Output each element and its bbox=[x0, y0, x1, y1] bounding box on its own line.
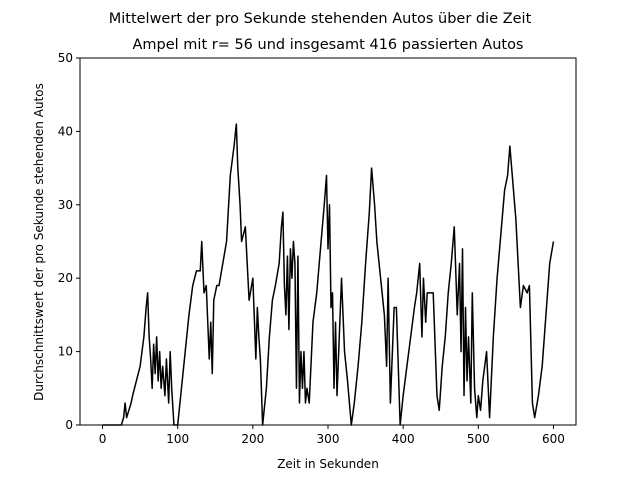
x-tick-label: 500 bbox=[467, 432, 490, 446]
y-tick-label: 10 bbox=[58, 345, 73, 359]
y-tick-label: 30 bbox=[58, 198, 73, 212]
y-tick-label: 50 bbox=[58, 51, 73, 65]
x-tick-label: 200 bbox=[241, 432, 264, 446]
x-tick-label: 600 bbox=[542, 432, 565, 446]
x-tick-label: 0 bbox=[99, 432, 107, 446]
y-tick-label: 0 bbox=[65, 418, 73, 432]
chart-title: Mittelwert der pro Sekunde stehenden Aut… bbox=[109, 11, 532, 27]
x-tick-label: 300 bbox=[317, 432, 340, 446]
y-axis-label: Durchschnittswert der pro Sekunde stehen… bbox=[32, 83, 46, 401]
chart-subtitle: Ampel mit r= 56 und insgesamt 416 passie… bbox=[132, 37, 523, 53]
y-tick-label: 40 bbox=[58, 124, 73, 138]
x-tick-label: 100 bbox=[166, 432, 189, 446]
x-tick-label: 400 bbox=[392, 432, 415, 446]
data-line bbox=[102, 123, 555, 426]
plot-frame bbox=[79, 57, 577, 426]
y-tick-label: 20 bbox=[58, 271, 73, 285]
x-axis-label: Zeit in Sekunden bbox=[277, 457, 379, 471]
